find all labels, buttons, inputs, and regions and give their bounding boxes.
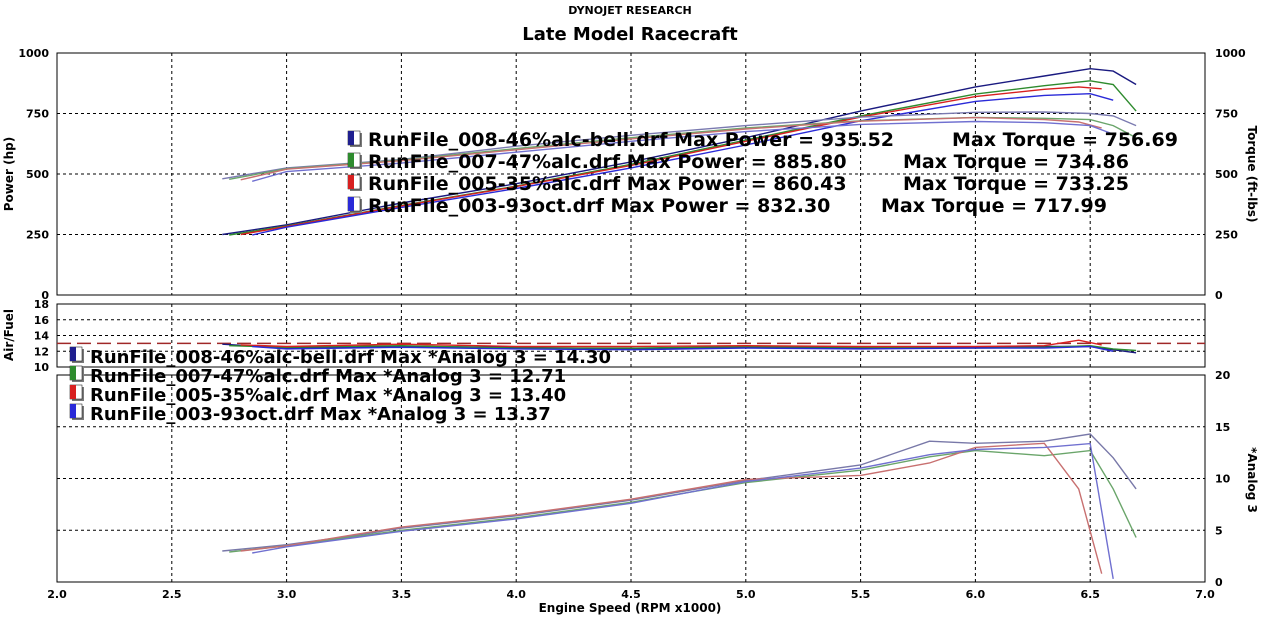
x-axis-label: Engine Speed (RPM x1000)	[539, 601, 722, 615]
legend-entry-torque: Max Torque = 733.25	[903, 173, 1129, 195]
x-tick-label: 3.0	[277, 588, 297, 601]
air-fuel-ticks: 10 12 14 16 18	[34, 298, 50, 374]
power-panel-ticks: 0 0 250 250 500 500 750 750 1000 1000	[18, 47, 1246, 302]
series-line	[229, 344, 1137, 352]
series-line	[222, 433, 1137, 552]
analog-panel: 0 5 10 15 20 *Analog 3 RunFile_008-46%alc-be…	[56, 346, 1259, 589]
y-tick-label-right: 10	[1215, 473, 1231, 486]
legend-swatch-color	[70, 385, 76, 399]
analog-ticks: 0 5 10 15 20	[1215, 369, 1231, 589]
y-tick-label: 10	[34, 361, 50, 374]
legend-entry-torque: Max Torque = 734.86	[903, 151, 1129, 173]
legend-entry-label: RunFile_005-35%alc.drf Max Power = 860.4…	[368, 173, 847, 195]
x-tick-label: 4.0	[506, 588, 526, 601]
power-panel-series	[222, 67, 1137, 236]
legend-swatch-color	[348, 197, 354, 211]
air-fuel-series	[57, 339, 1205, 354]
analog-legend-entry: RunFile_003-93oct.drf Max *Analog 3 = 13…	[90, 404, 551, 425]
y-tick-label: 0	[41, 289, 49, 302]
legend-entry-label: RunFile_003-93oct.drf Max Power = 832.30	[368, 195, 830, 217]
analog-legend-entry: RunFile_008-46%alc-bell.drf Max *Analog …	[90, 347, 611, 368]
y-tick-label-right: 0	[1215, 576, 1223, 589]
series-line	[252, 345, 1114, 352]
analog-legend: RunFile_008-46%alc-bell.drf Max *Analog …	[69, 346, 611, 425]
y-tick-label: 16	[34, 314, 50, 327]
power-legend: RunFile_008-46%alc-bell.drf Max Power = …	[347, 129, 1178, 217]
legend-swatch-color	[348, 175, 354, 189]
air-fuel-axis-label: Air/Fuel	[2, 309, 16, 361]
series-line	[252, 442, 1114, 580]
series-line	[240, 442, 1103, 574]
x-tick-label: 5.5	[851, 588, 871, 601]
legend-swatch-color	[348, 153, 354, 167]
analog-axis-label: *Analog 3	[1245, 447, 1259, 513]
power-panel-grid	[57, 53, 1205, 295]
x-tick-label: 6.0	[966, 588, 986, 601]
x-axis-ticks: 2.0 2.5 3.0 3.5 4.0 4.5 5.0 5.5 6.0 6.5 7.0	[47, 588, 1215, 601]
y-tick-label: 18	[34, 298, 49, 311]
x-tick-label: 7.0	[1195, 588, 1215, 601]
y-tick-label-right: 500	[1215, 168, 1238, 181]
y-tick-label-right: 250	[1215, 229, 1238, 242]
y-tick-label-right: 0	[1215, 289, 1223, 302]
y-tick-label: 1000	[18, 47, 49, 60]
legend-swatch-color	[70, 366, 76, 380]
y-tick-label-right: 5	[1215, 524, 1223, 537]
x-tick-label: 3.5	[392, 588, 412, 601]
air-fuel-panel-grid	[57, 304, 1205, 367]
legend-entry-torque: Max Torque = 717.99	[881, 195, 1107, 217]
y-tick-label-right: 15	[1215, 421, 1230, 434]
legend-swatch-color	[70, 347, 76, 361]
legend-entry-label: RunFile_008-46%alc-bell.drf Max Power = …	[368, 129, 894, 151]
series-line	[252, 120, 1114, 182]
air-fuel-panel: 10 12 14 16 18 Air/Fuel	[2, 298, 1206, 374]
analog-legend-entry: RunFile_005-35%alc.drf Max *Analog 3 = 1…	[90, 385, 566, 406]
x-tick-label: 2.5	[162, 588, 182, 601]
analog-series	[222, 433, 1137, 580]
x-tick-label: 4.5	[621, 588, 641, 601]
y-tick-label-right: 20	[1215, 369, 1231, 382]
legend-swatch-color	[348, 131, 354, 145]
y-tick-label: 12	[34, 345, 49, 358]
series-line	[240, 86, 1102, 236]
y-tick-label-right: 1000	[1215, 47, 1246, 60]
analog-panel-grid	[57, 375, 1205, 582]
x-tick-label: 6.5	[1080, 588, 1100, 601]
series-line	[240, 339, 1102, 348]
y-tick-label: 500	[26, 168, 49, 181]
chart-title: Late Model Racecraft	[522, 24, 738, 45]
series-line	[252, 92, 1114, 236]
legend-swatch-color	[70, 404, 76, 418]
y-tick-label: 14	[34, 330, 50, 343]
power-axis-label: Power (hp)	[2, 137, 16, 211]
y-tick-label: 250	[26, 229, 49, 242]
torque-axis-label: Torque (ft-lbs)	[1245, 126, 1259, 223]
legend-entry-label: RunFile_007-47%alc.drf Max Power = 885.8…	[368, 151, 847, 173]
legend-entry-torque: Max Torque = 756.69	[952, 129, 1178, 151]
series-line	[240, 116, 1102, 181]
y-tick-label-right: 750	[1215, 108, 1238, 121]
x-tick-label: 2.0	[47, 588, 67, 601]
x-tick-label: 5.0	[736, 588, 756, 601]
series-line	[229, 449, 1137, 553]
chart-supertitle: DYNOJET RESEARCH	[568, 4, 691, 17]
analog-legend-entry: RunFile_007-47%alc.drf Max *Analog 3 = 1…	[90, 366, 566, 387]
y-tick-label: 750	[26, 108, 49, 121]
